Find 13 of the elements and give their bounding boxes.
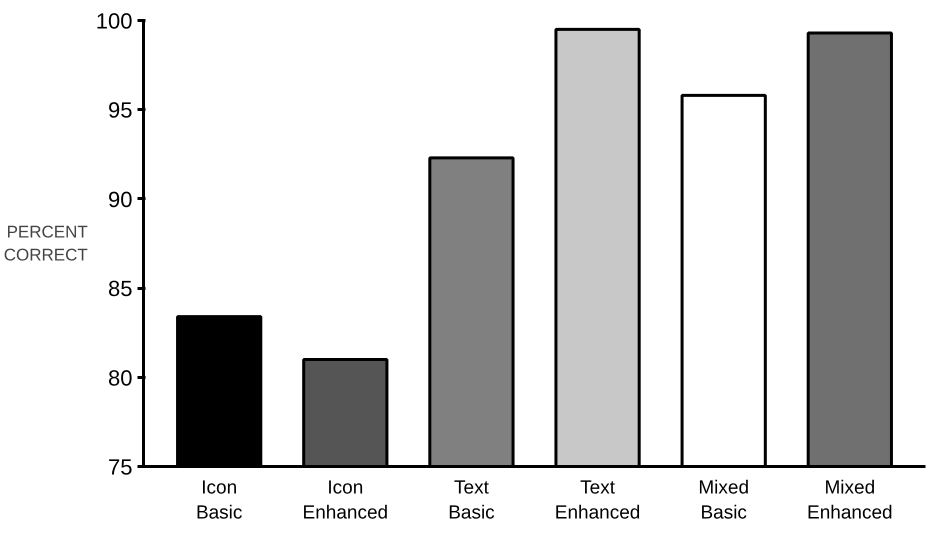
x-tick-label: Icon Enhanced [302,478,388,524]
x-tick-label: Text Enhanced [554,478,640,524]
y-tick-label: 100 [96,8,133,34]
y-tick-label: 85 [108,276,133,302]
x-tick-label: Icon Basic [196,478,242,524]
x-tick-label: Mixed Basic [698,478,750,524]
x-tick-label: Mixed Enhanced [807,478,893,524]
y-tick-label: 95 [108,98,133,123]
y-tick-label: 90 [108,186,133,212]
x-tick-label: Text Basic [448,478,495,524]
y-tick-label: 80 [108,365,133,390]
y-axis-title: PERCENT CORRECT [4,222,88,264]
y-tick-label: 75 [108,454,133,480]
